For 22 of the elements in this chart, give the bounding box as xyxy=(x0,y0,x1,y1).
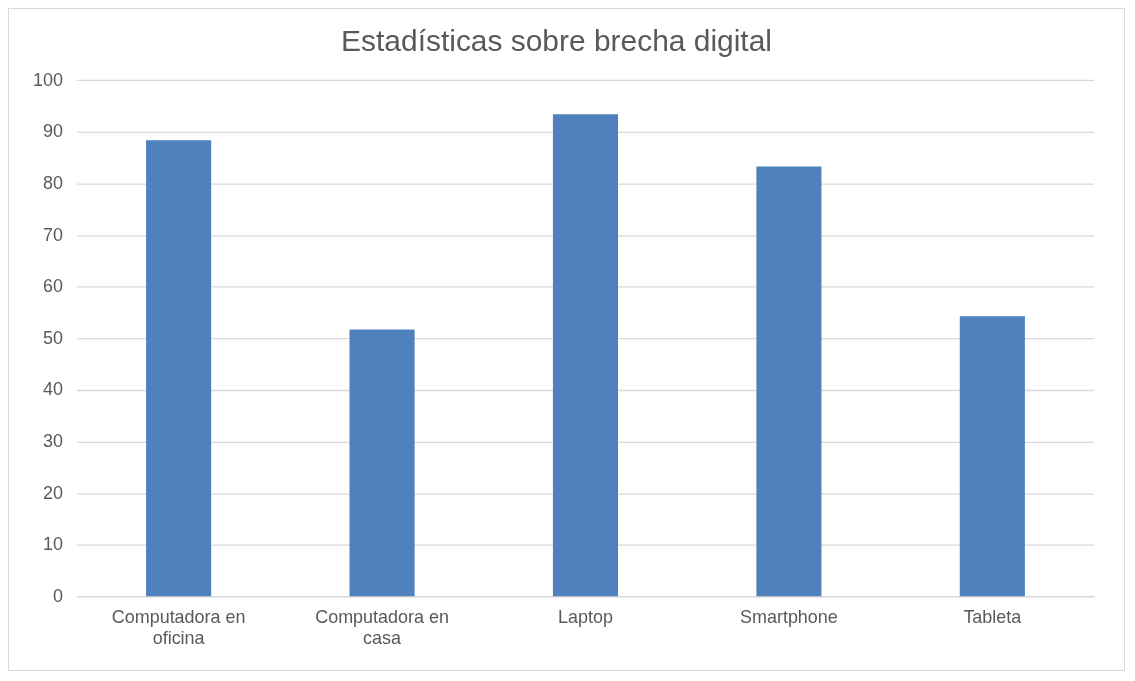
y-tick-label: 90 xyxy=(42,121,63,142)
bar xyxy=(756,166,822,597)
bar xyxy=(552,114,619,597)
y-tick-label: 20 xyxy=(42,482,63,503)
y-tick-label: 50 xyxy=(42,327,63,348)
x-tick-label: Computadora en oficina xyxy=(111,606,246,649)
y-tick-label: 10 xyxy=(42,534,63,555)
bar xyxy=(959,316,1025,597)
y-tick-label: 0 xyxy=(52,585,63,606)
bar xyxy=(349,329,415,597)
y-tick-label: 100 xyxy=(32,69,63,90)
x-tick-label: Laptop xyxy=(558,606,613,627)
y-tick-label: 80 xyxy=(42,172,63,193)
y-tick-label: 60 xyxy=(42,276,63,297)
y-tick-label: 40 xyxy=(42,379,63,400)
x-tick-label: Tableta xyxy=(963,606,1022,627)
chart-title: Estadísticas sobre brecha digital xyxy=(341,24,772,58)
y-tick-label: 70 xyxy=(42,224,63,245)
x-tick-label: Smartphone xyxy=(740,606,838,627)
bar xyxy=(146,140,212,597)
x-tick-label: Computadora en casa xyxy=(315,606,449,649)
y-tick-label: 30 xyxy=(42,431,63,452)
